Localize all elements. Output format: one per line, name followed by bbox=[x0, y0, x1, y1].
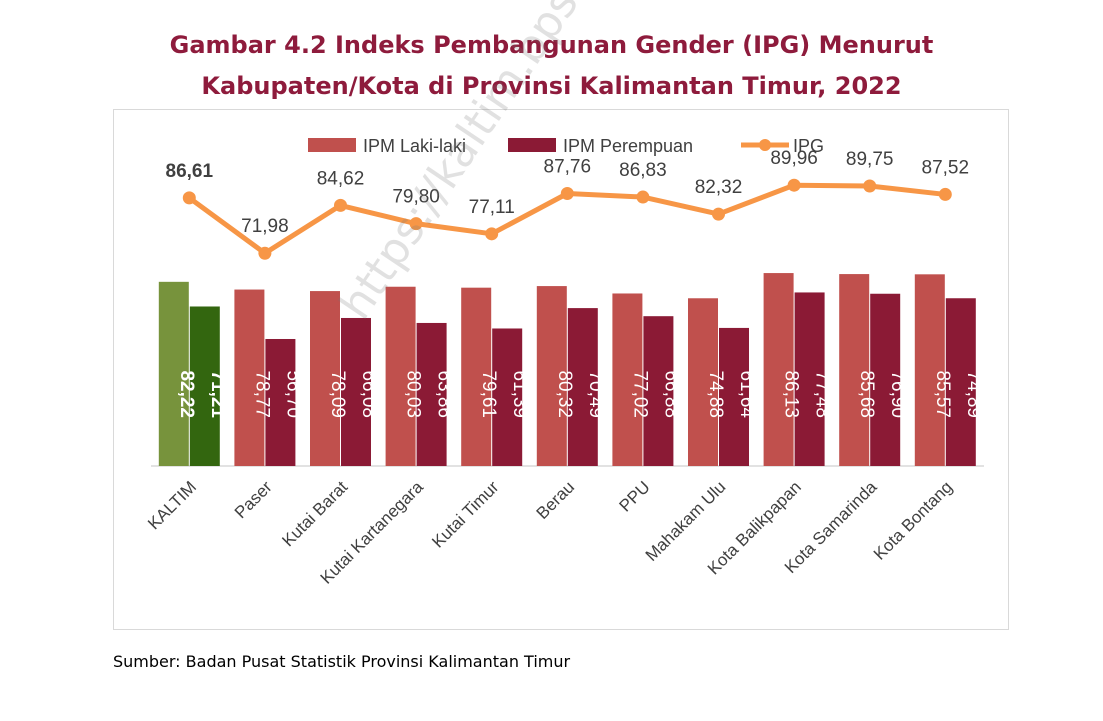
x-tick-label-berau: Berau bbox=[533, 477, 579, 523]
bar-ipm-laki-kutai-kartanegara bbox=[385, 286, 416, 466]
bar-ipm-laki-kota-samarinda bbox=[839, 274, 870, 466]
legend-label-ipg: IPG bbox=[793, 136, 824, 156]
data-label-ipm-perempuan-kota-bontang: 74,89 bbox=[963, 370, 984, 418]
data-label-ipm-perempuan-mahakam-ulu: 61,64 bbox=[736, 370, 757, 418]
ipg-point-kutai-kartanegara bbox=[409, 217, 423, 231]
data-label-ipm-perempuan-kaltim: 71,21 bbox=[207, 370, 228, 418]
bar-ipm-laki-kutai-barat bbox=[310, 291, 340, 466]
ipg-point-kota-balikpapan bbox=[787, 178, 801, 192]
ipg-point-kaltim bbox=[182, 191, 196, 205]
chart-title-line-2: Kabupaten/Kota di Provinsi Kalimantan Ti… bbox=[201, 72, 902, 100]
bar-ipm-laki-kutai-timur bbox=[461, 287, 492, 466]
bar-ipm-perempuan-paser bbox=[265, 338, 296, 466]
data-label-ipg-kaltim: 86,61 bbox=[166, 161, 214, 182]
ipg-point-kutai-barat bbox=[334, 198, 347, 212]
data-label-ipg-berau: 87,76 bbox=[544, 157, 592, 178]
bar-ipm-perempuan-kota-bontang bbox=[945, 298, 976, 466]
legend-swatch-ipg-marker bbox=[759, 139, 771, 151]
bar-ipm-laki-kota-balikpapan bbox=[763, 273, 794, 466]
data-label-ipg-kota-balikpapan: 89,96 bbox=[770, 148, 818, 169]
data-label-ipm-laki-paser: 78,77 bbox=[251, 370, 272, 418]
ipg-point-mahakam-ulu bbox=[712, 207, 725, 221]
bar-ipm-perempuan-ppu bbox=[643, 316, 674, 466]
data-label-ipm-laki-ppu: 77,02 bbox=[629, 370, 650, 418]
data-label-ipm-perempuan-kota-samarinda: 76,90 bbox=[887, 370, 908, 418]
data-label-ipm-laki-mahakam-ulu: 74,88 bbox=[705, 370, 726, 418]
legend-label-ipm-perempuan: IPM Perempuan bbox=[563, 136, 693, 156]
data-label-ipg-kutai-kartanegara: 79,80 bbox=[392, 187, 440, 208]
legend-label-ipm-laki: IPM Laki-laki bbox=[363, 136, 466, 156]
data-label-ipm-laki-kota-samarinda: 85,68 bbox=[856, 370, 877, 418]
data-label-ipg-kutai-barat: 84,62 bbox=[317, 168, 365, 189]
legend: IPM Laki-laki IPM Perempuan IPG bbox=[308, 136, 824, 156]
bar-ipm-perempuan-kota-balikpapan bbox=[794, 292, 825, 466]
x-tick-label-kaltim: KALTIM bbox=[144, 477, 200, 533]
data-label-ipm-perempuan-kota-balikpapan: 77,48 bbox=[812, 370, 833, 418]
ipg-point-kota-samarinda bbox=[863, 179, 877, 193]
x-tick-label-kota-bontang: Kota Bontang bbox=[870, 477, 956, 563]
data-label-ipm-perempuan-kutai-barat: 66,08 bbox=[358, 370, 379, 418]
data-label-ipm-perempuan-kutai-timur: 61,39 bbox=[509, 370, 530, 418]
legend-swatch-ipm-perempuan bbox=[508, 138, 556, 152]
labels-layer: 82,22 71,21 78,77 56,70 78,09 66,08 80,03 63,86… bbox=[166, 148, 984, 418]
data-label-ipm-perempuan-berau: 70,49 bbox=[585, 370, 606, 418]
bar-ipm-laki-paser bbox=[234, 289, 265, 466]
data-label-ipg-mahakam-ulu: 82,32 bbox=[695, 177, 743, 198]
bar-ipm-perempuan-kutai-timur bbox=[492, 328, 523, 466]
data-label-ipg-kutai-timur: 77,11 bbox=[469, 197, 515, 218]
bar-ipm-perempuan-berau bbox=[567, 308, 598, 466]
data-label-ipm-laki-kota-bontang: 85,57 bbox=[932, 370, 953, 418]
data-label-ipm-laki-kutai-kartanegara: 80,03 bbox=[403, 370, 424, 418]
x-tick-label-ppu: PPU bbox=[616, 477, 654, 515]
data-label-ipm-perempuan-paser: 56,70 bbox=[282, 370, 303, 418]
x-tick-label-kutai-timur: Kutai Timur bbox=[428, 477, 502, 551]
bar-ipm-perempuan-kota-samarinda bbox=[870, 293, 901, 466]
bar-ipm-laki-ppu bbox=[612, 293, 643, 466]
ipg-point-paser bbox=[258, 246, 272, 260]
x-tick-label-paser: Paser bbox=[231, 477, 276, 522]
bar-ipm-perempuan-mahakam-ulu bbox=[719, 327, 749, 466]
ipg-point-ppu bbox=[636, 190, 650, 204]
ipg-point-kutai-timur bbox=[485, 227, 499, 241]
ipg-line-layer bbox=[182, 178, 952, 260]
ipg-point-kota-bontang bbox=[938, 187, 952, 201]
data-label-ipm-perempuan-ppu: 66,88 bbox=[660, 370, 681, 418]
chart-frame: IPM Laki-laki IPM Perempuan IPG 82,22 71,… bbox=[113, 109, 1009, 630]
bar-ipm-laki-kaltim bbox=[158, 281, 189, 466]
bar-ipm-laki-mahakam-ulu bbox=[688, 298, 718, 466]
chart-title-line-1: Gambar 4.2 Indeks Pembangunan Gender (IP… bbox=[169, 31, 934, 59]
bar-ipm-laki-kota-bontang bbox=[914, 274, 945, 466]
data-label-ipm-laki-kutai-barat: 78,09 bbox=[327, 370, 348, 418]
source-note: Sumber: Badan Pusat Statistik Provinsi K… bbox=[113, 652, 571, 671]
bars-layer bbox=[158, 273, 976, 466]
bar-ipm-laki-berau bbox=[536, 286, 567, 466]
data-label-ipm-laki-kutai-timur: 79,61 bbox=[478, 370, 499, 418]
x-tick-label-kutai-barat: Kutai Barat bbox=[278, 477, 351, 550]
bar-ipm-perempuan-kutai-barat bbox=[341, 317, 371, 466]
bar-ipm-perempuan-kutai-kartanegara bbox=[416, 322, 447, 466]
data-label-ipm-perempuan-kutai-kartanegara: 63,86 bbox=[434, 370, 455, 418]
data-label-ipm-laki-kota-balikpapan: 86,13 bbox=[781, 370, 802, 418]
data-label-ipg-paser: 71,98 bbox=[241, 216, 289, 237]
data-label-ipg-ppu: 86,83 bbox=[619, 160, 667, 181]
bar-ipm-perempuan-kaltim bbox=[189, 306, 220, 466]
data-label-ipg-kota-bontang: 87,52 bbox=[922, 157, 970, 178]
data-label-ipm-laki-kaltim: 82,22 bbox=[176, 370, 197, 418]
chart-svg: IPM Laki-laki IPM Perempuan IPG 82,22 71,… bbox=[144, 136, 984, 588]
legend-swatch-ipm-laki bbox=[308, 138, 356, 152]
ipg-point-berau bbox=[560, 187, 574, 201]
data-label-ipg-kota-samarinda: 89,75 bbox=[846, 149, 894, 170]
data-label-ipm-laki-berau: 80,32 bbox=[554, 370, 575, 418]
